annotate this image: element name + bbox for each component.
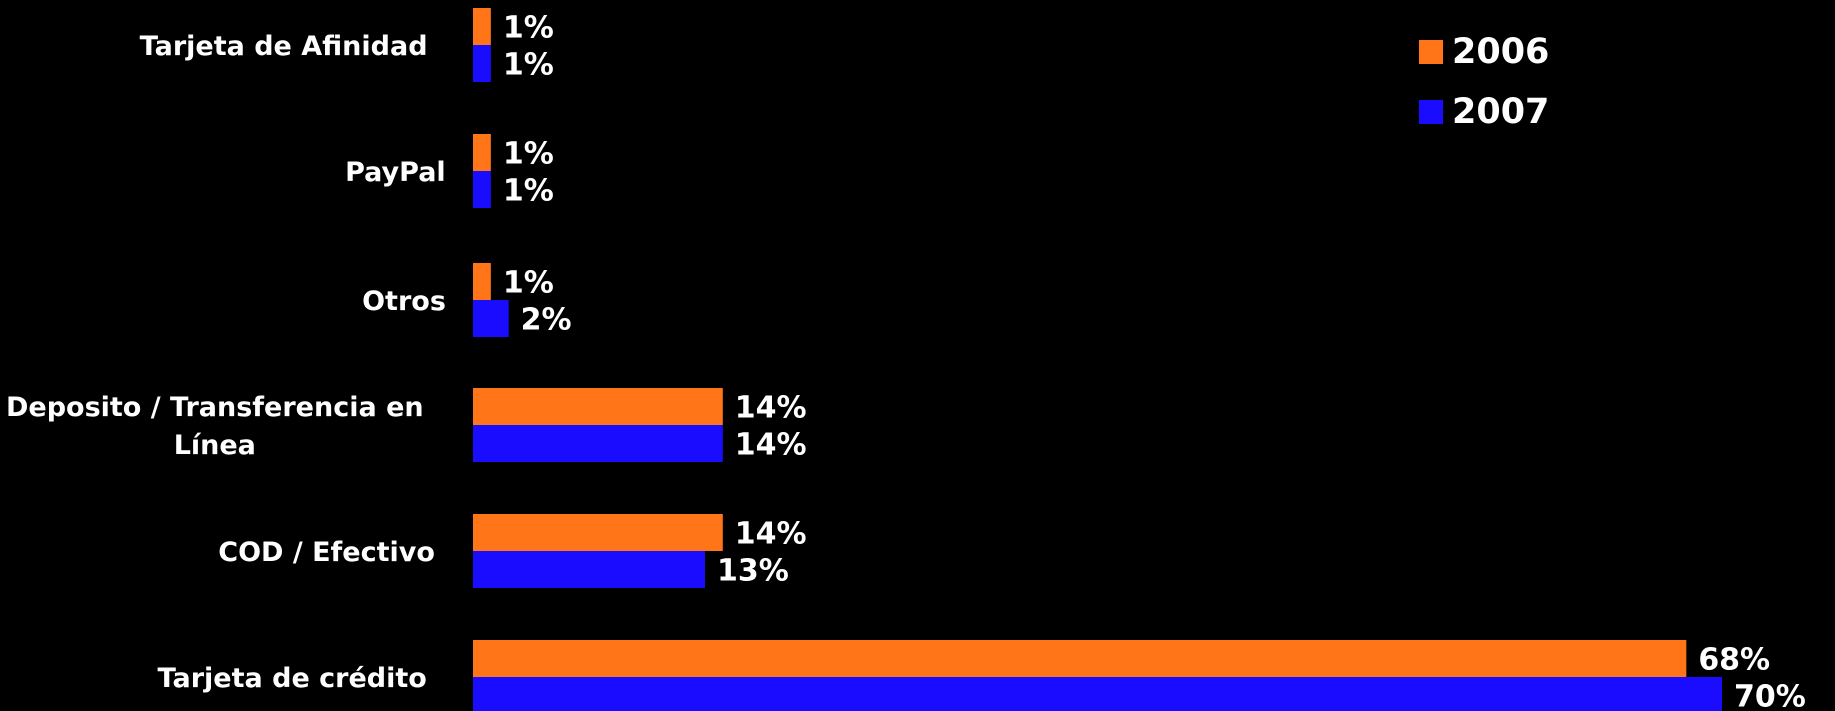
bar-2006	[473, 263, 491, 300]
category-label: Deposito / Transferencia en Línea	[6, 392, 424, 461]
legend-swatch-2006	[1419, 40, 1443, 64]
data-label-2007: 13%	[717, 554, 789, 589]
data-label-2007: 2%	[521, 303, 572, 338]
data-label-2007: 70%	[1734, 680, 1806, 711]
category-label: COD / Efectivo	[218, 537, 435, 568]
data-label-2007: 14%	[735, 428, 807, 463]
category-label: Otros	[362, 286, 446, 317]
category-label: Tarjeta de crédito	[158, 663, 427, 694]
legend-swatch-2007	[1419, 100, 1443, 124]
data-label-2006: 1%	[503, 137, 554, 172]
data-label-2006: 14%	[735, 517, 807, 552]
data-label-2006: 68%	[1698, 643, 1770, 678]
bar-2007	[473, 171, 491, 208]
category-label: PayPal	[345, 157, 446, 188]
legend-label-2007: 2007	[1452, 92, 1549, 132]
bar-2007	[473, 45, 491, 82]
data-label-2007: 1%	[503, 174, 554, 209]
data-label-2007: 1%	[503, 48, 554, 83]
bar-2006	[473, 514, 723, 551]
category-label: Tarjeta de Afinidad	[140, 31, 428, 62]
bar-2007	[473, 425, 723, 462]
data-label-2006: 1%	[503, 266, 554, 301]
bar-2006	[473, 640, 1687, 677]
bar-2007	[473, 300, 509, 337]
bar-2006	[473, 8, 491, 45]
bar-2007	[473, 551, 705, 588]
data-label-2006: 1%	[503, 11, 554, 46]
data-label-2006: 14%	[735, 391, 807, 426]
legend-label-2006: 2006	[1452, 32, 1549, 72]
bar-2006	[473, 134, 491, 171]
bar-2007	[473, 677, 1722, 711]
bar-2006	[473, 388, 723, 425]
